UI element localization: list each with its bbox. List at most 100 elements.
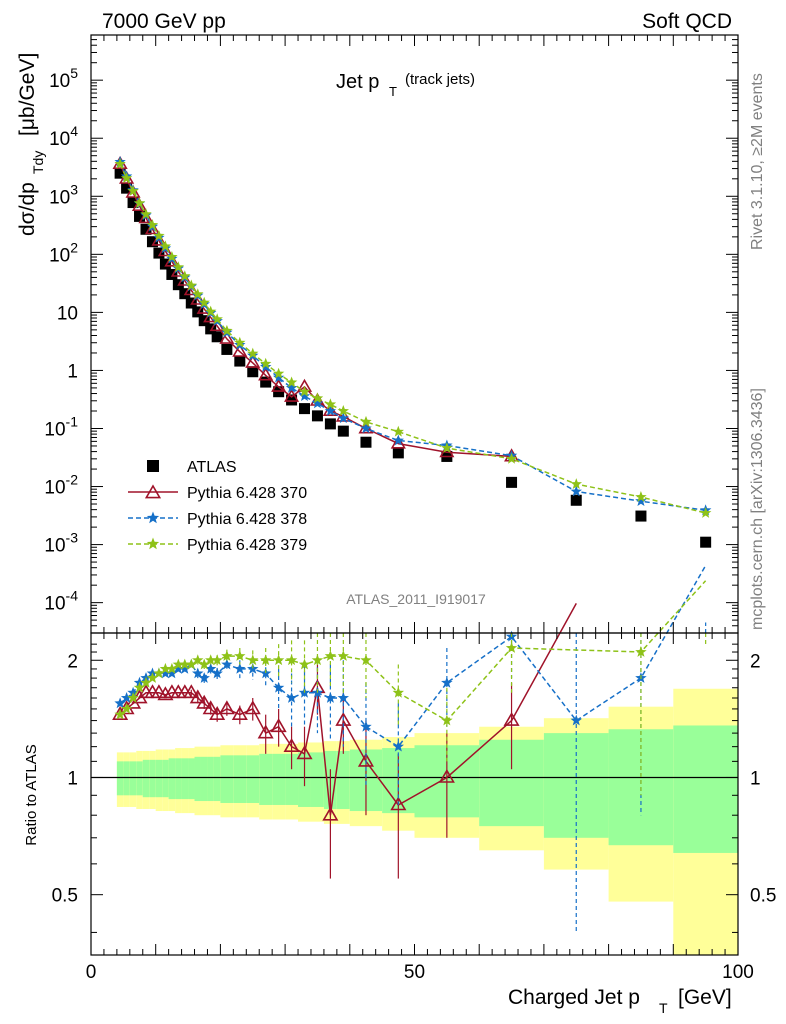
ratio-point — [357, 752, 374, 767]
band-inner — [123, 761, 130, 796]
main-point — [272, 371, 285, 383]
main-point — [392, 434, 404, 446]
band-inner — [285, 753, 299, 805]
ratio-point — [283, 737, 300, 753]
main-point — [286, 394, 298, 406]
main-point — [153, 247, 165, 259]
y-tick-label: 10 — [57, 303, 78, 324]
main-point — [159, 258, 171, 270]
ratio-y-tick-label: 2 — [67, 651, 78, 672]
band-inner — [129, 761, 137, 796]
legend-item: Pythia 6.428 379 — [128, 537, 307, 554]
main-point — [198, 296, 210, 308]
y-tick-label: 10-1 — [44, 413, 78, 440]
ratio-point — [270, 718, 287, 733]
main-point — [166, 268, 178, 280]
main-point — [260, 357, 272, 369]
main-point — [360, 415, 372, 427]
band-inner — [181, 758, 189, 800]
main-point — [114, 167, 126, 179]
ratio-point — [198, 672, 210, 683]
y-tick-label: 10-2 — [44, 472, 78, 499]
main-point — [153, 229, 165, 241]
main-point — [192, 306, 204, 318]
ylabel-sub: Tdy — [30, 151, 46, 174]
band-inner — [200, 756, 208, 802]
main-point — [234, 355, 246, 367]
main-point — [506, 476, 518, 488]
main-point — [205, 305, 217, 317]
ratio-uncertainty-bands — [91, 688, 738, 955]
main-point — [324, 405, 337, 416]
ratio-point — [244, 700, 261, 715]
main-point — [439, 444, 455, 458]
ylabel-main: dσ/dp — [16, 182, 39, 236]
ratio-y-tick-label: 1 — [67, 768, 78, 789]
y-tick-label: 102 — [49, 239, 78, 266]
main-point — [125, 184, 141, 198]
ratio-point — [211, 654, 223, 666]
main-series-3 — [114, 158, 712, 518]
header-right: Soft QCD — [642, 10, 732, 33]
main-point — [505, 452, 518, 464]
band-inner — [155, 759, 163, 798]
main-series-layer — [112, 155, 712, 548]
ratio-point — [311, 654, 324, 666]
main-point — [285, 381, 298, 393]
main-point — [219, 330, 235, 344]
ratio-point — [166, 662, 178, 674]
main-point — [360, 436, 372, 448]
ratio-series-layer — [112, 565, 707, 933]
ratio-point — [196, 694, 213, 709]
ratio-point — [198, 658, 210, 670]
ratio-point — [189, 689, 206, 704]
main-point — [221, 324, 233, 336]
main-point — [390, 435, 406, 449]
band-inner — [220, 755, 234, 803]
main-point — [134, 210, 146, 222]
main-point — [700, 536, 712, 548]
main-point — [311, 397, 324, 409]
ratio-point — [505, 642, 518, 653]
ratio-point — [441, 676, 453, 688]
ratio-point — [392, 686, 404, 698]
main-point — [284, 388, 300, 402]
ratio-point — [234, 662, 246, 674]
ratio-point — [153, 667, 165, 679]
x-tick-label: 50 — [404, 962, 425, 983]
main-point — [271, 378, 287, 392]
main-plot-title: Jet p T (track jets) — [336, 71, 475, 99]
y-tick-label: 104 — [49, 123, 78, 150]
main-point — [360, 422, 372, 434]
main-point — [570, 478, 582, 489]
main-point — [337, 425, 349, 437]
band-inner — [673, 725, 738, 853]
ratio-xlabel: Charged Jet p T [GeV] — [508, 986, 732, 1016]
legend-marker — [146, 537, 160, 550]
band-inner — [142, 759, 150, 798]
main-point — [392, 425, 404, 437]
main-point — [260, 376, 272, 388]
ratio-point — [390, 796, 407, 811]
ratio-point — [157, 686, 174, 701]
axes: 0 50 100 10-4 10-3 10-2 10-1 1 10 102 103 104 105 0.5… — [44, 34, 776, 983]
main-ylabel: dσ/dp Tdy [μb/GeV] — [16, 53, 46, 236]
main-point — [140, 223, 152, 235]
ratio-point — [146, 672, 159, 683]
band-inner — [213, 756, 221, 802]
main-point — [324, 418, 336, 430]
ratio-point — [324, 692, 337, 703]
band-inner — [259, 753, 273, 805]
ratio-y-tick-label-right: 1 — [750, 768, 761, 789]
main-point — [127, 197, 139, 209]
band-inner — [543, 733, 609, 838]
main-point — [324, 398, 337, 410]
ratio-point — [441, 714, 453, 726]
main-point — [298, 385, 311, 397]
y-tick-label: 10-4 — [44, 588, 78, 615]
main-point — [138, 209, 154, 224]
band-inner — [194, 756, 201, 802]
band-inner — [188, 758, 195, 800]
ratio-point — [221, 658, 233, 670]
band-inner — [136, 761, 143, 796]
